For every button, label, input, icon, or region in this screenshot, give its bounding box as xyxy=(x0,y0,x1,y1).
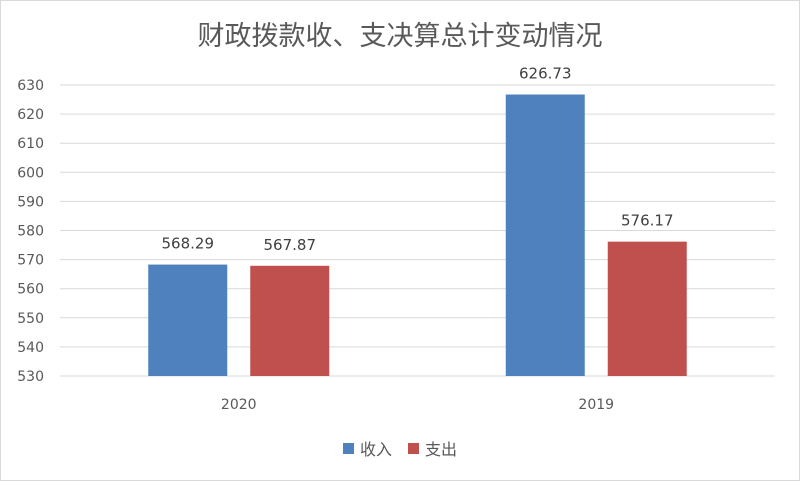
y-tick-label: 580 xyxy=(17,224,44,240)
legend-swatch-expense xyxy=(408,442,419,454)
y-tick-label: 620 xyxy=(17,107,44,123)
y-tick-label: 570 xyxy=(17,253,44,269)
legend-item-income: 收入 xyxy=(342,436,392,460)
legend: 收入 支出 xyxy=(0,436,800,460)
bar-2020-收入 xyxy=(148,264,228,376)
data-label: 626.73 xyxy=(519,65,572,83)
bars xyxy=(148,94,687,377)
y-tick-label: 530 xyxy=(17,369,44,385)
y-tick-label: 540 xyxy=(17,340,44,356)
bar-2019-收入 xyxy=(505,94,585,377)
data-label: 568.29 xyxy=(162,235,215,253)
legend-label-income: 收入 xyxy=(359,440,392,459)
y-tick-label: 560 xyxy=(17,282,44,298)
y-tick-label: 590 xyxy=(17,194,44,210)
x-tick-label: 2020 xyxy=(221,397,257,413)
legend-swatch-income xyxy=(342,442,354,454)
x-axis-ticks: 2020 2019 xyxy=(221,397,614,413)
legend-label-expense: 支出 xyxy=(425,440,458,459)
y-tick-label: 600 xyxy=(17,165,44,181)
y-tick-label: 550 xyxy=(17,311,44,327)
x-tick-label: 2019 xyxy=(578,397,614,413)
data-labels: 568.29 567.87 626.73 576.17 xyxy=(162,65,674,254)
bar-2019-支出 xyxy=(607,241,687,376)
legend-item-expense: 支出 xyxy=(408,436,457,460)
y-tick-label: 630 xyxy=(17,78,44,94)
y-axis-ticks: 530 540 550 560 570 580 590 600 610 620 630 xyxy=(17,78,44,385)
bar-2020-支出 xyxy=(250,265,330,376)
y-tick-label: 610 xyxy=(17,136,44,152)
data-label: 567.87 xyxy=(264,236,317,254)
chart-title: 财政拨款收、支决算总计变动情况 xyxy=(197,21,603,52)
data-label: 576.17 xyxy=(621,212,674,230)
